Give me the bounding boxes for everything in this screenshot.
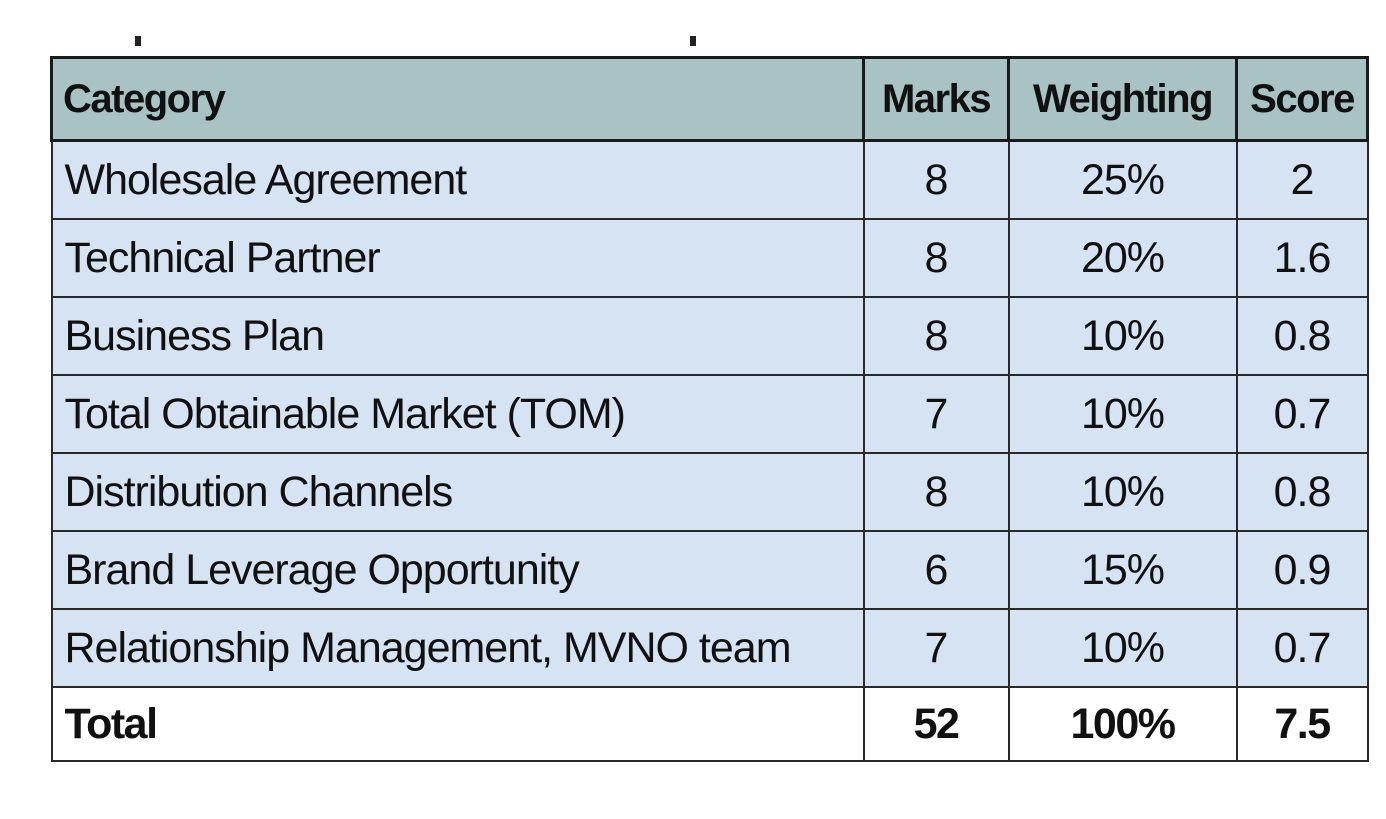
table-row: Distribution Channels 8 10% 0.8 [50,452,1369,532]
total-row: Total 52 100% 7.5 [50,686,1369,762]
marks-cell: 8 [862,218,1010,298]
column-header-category: Category [50,56,865,142]
total-weighting-cell: 100% [1007,686,1238,762]
marks-cell: 7 [862,608,1010,688]
score-cell: 0.8 [1235,296,1369,376]
marks-cell: 8 [862,296,1010,376]
table-row: Technical Partner 8 20% 1.6 [50,218,1369,298]
marks-cell: 6 [862,530,1010,610]
table-row: Wholesale Agreement 8 25% 2 [50,139,1369,220]
marks-cell: 8 [862,139,1010,220]
table-row: Relationship Management, MVNO team 7 10%… [50,608,1369,688]
score-cell: 0.8 [1235,452,1369,532]
weighting-cell: 10% [1007,374,1238,454]
weighting-cell: 10% [1007,608,1238,688]
score-cell: 1.6 [1235,218,1369,298]
marks-cell: 8 [862,452,1010,532]
table-row: Brand Leverage Opportunity 6 15% 0.9 [50,530,1369,610]
table-row: Total Obtainable Market (TOM) 7 10% 0.7 [50,374,1369,454]
weighting-cell: 10% [1007,452,1238,532]
category-cell: Technical Partner [50,218,865,298]
cropped-glyph-mark [135,36,141,46]
cropped-glyph-mark [690,36,696,46]
column-header-weighting: Weighting [1007,56,1238,142]
total-label-cell: Total [50,686,865,762]
scoring-table-container: Category Marks Weighting Score Wholesale… [50,56,1369,762]
category-cell: Relationship Management, MVNO team [50,608,865,688]
score-cell: 2 [1235,139,1369,220]
category-cell: Brand Leverage Opportunity [50,530,865,610]
weighting-cell: 20% [1007,218,1238,298]
category-cell: Total Obtainable Market (TOM) [50,374,865,454]
cropped-heading-fragment [50,36,1366,56]
weighting-cell: 25% [1007,139,1238,220]
score-cell: 0.7 [1235,608,1369,688]
score-cell: 0.9 [1235,530,1369,610]
category-cell: Wholesale Agreement [50,139,865,220]
category-cell: Distribution Channels [50,452,865,532]
marks-cell: 7 [862,374,1010,454]
column-header-marks: Marks [862,56,1010,142]
weighting-cell: 15% [1007,530,1238,610]
total-marks-cell: 52 [862,686,1010,762]
total-score-cell: 7.5 [1235,686,1369,762]
table-row: Business Plan 8 10% 0.8 [50,296,1369,376]
scoring-table: Category Marks Weighting Score Wholesale… [50,56,1369,762]
score-cell: 0.7 [1235,374,1369,454]
weighting-cell: 10% [1007,296,1238,376]
category-cell: Business Plan [50,296,865,376]
table-header-row: Category Marks Weighting Score [50,56,1369,142]
column-header-score: Score [1235,56,1369,142]
